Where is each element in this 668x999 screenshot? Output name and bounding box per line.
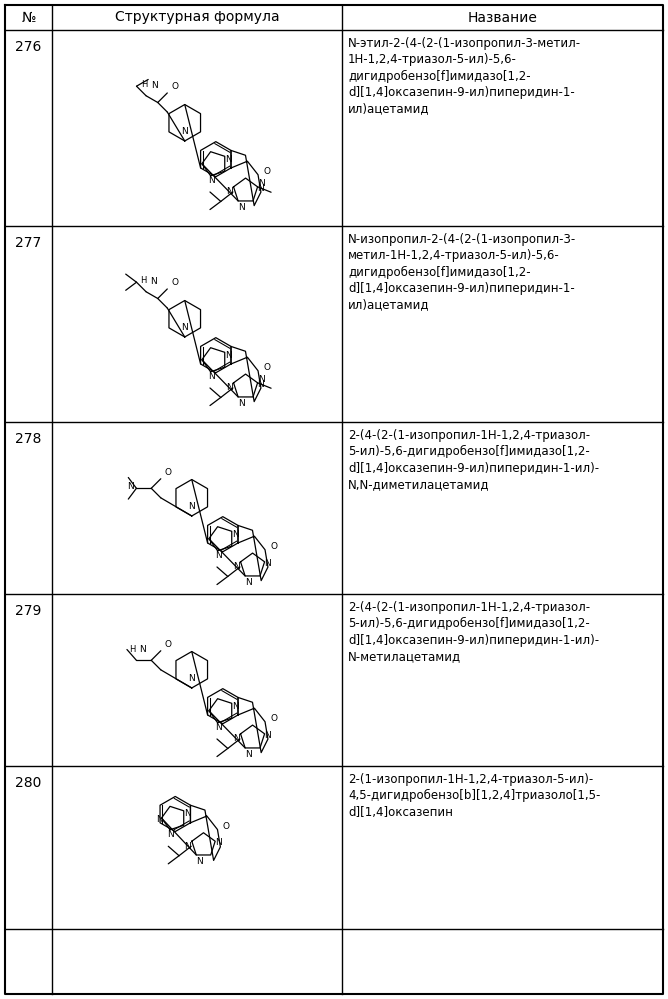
Text: N: N (151, 81, 158, 90)
Text: N: N (208, 372, 214, 381)
Text: Структурная формула: Структурная формула (115, 11, 279, 25)
Text: N: N (232, 529, 239, 538)
Text: N: N (188, 674, 195, 683)
Text: N: N (196, 857, 203, 866)
Text: N: N (127, 482, 134, 491)
Text: 276: 276 (15, 40, 41, 54)
Text: N-этил-2-(4-(2-(1-изопропил-3-метил-
1H-1,2,4-триазол-5-ил)-5,6-
дигидробензо[f]: N-этил-2-(4-(2-(1-изопропил-3-метил- 1H-… (348, 37, 581, 115)
Text: O: O (270, 542, 277, 551)
Text: H: H (141, 80, 147, 89)
Text: N: N (259, 179, 265, 188)
Text: N: N (182, 323, 188, 332)
Text: N: N (156, 815, 163, 824)
Text: O: O (171, 278, 178, 287)
Text: N: N (232, 702, 239, 711)
Text: N: N (184, 842, 191, 851)
Text: N: N (245, 578, 252, 587)
Text: 277: 277 (15, 236, 41, 250)
Text: N: N (233, 562, 240, 571)
Text: N: N (150, 277, 157, 286)
Text: N: N (265, 730, 271, 739)
Text: N: N (238, 400, 245, 409)
Text: N: N (215, 722, 222, 731)
Text: N: N (258, 380, 265, 389)
Text: N: N (259, 375, 265, 384)
Text: N: N (182, 127, 188, 136)
Text: N: N (188, 501, 195, 510)
Text: N: N (208, 176, 214, 185)
Text: N: N (245, 750, 252, 759)
Text: O: O (263, 167, 270, 176)
Text: 2-(1-изопропил-1H-1,2,4-триазол-5-ил)-
4,5-дигидробензо[b][1,2,4]триазоло[1,5-
d: 2-(1-изопропил-1H-1,2,4-триазол-5-ил)- 4… (348, 773, 601, 818)
Text: N: N (233, 734, 240, 743)
Text: 278: 278 (15, 432, 41, 446)
Text: H: H (129, 645, 136, 654)
Text: N: N (184, 809, 191, 818)
Text: Название: Название (468, 11, 538, 25)
Text: O: O (165, 468, 172, 477)
Text: N: N (238, 204, 245, 213)
Text: O: O (171, 82, 178, 91)
Text: 280: 280 (15, 776, 41, 790)
Text: N: N (215, 550, 222, 559)
Text: H: H (140, 276, 146, 285)
Text: N: N (258, 184, 265, 193)
Text: O: O (270, 714, 277, 723)
Text: N: N (140, 645, 146, 654)
Text: O: O (263, 364, 270, 373)
Text: №: № (21, 11, 35, 25)
Text: N: N (168, 830, 174, 839)
Text: O: O (165, 639, 172, 648)
Text: 2-(4-(2-(1-изопропил-1H-1,2,4-триазол-
5-ил)-5,6-дигидробензо[f]имидазо[1,2-
d][: 2-(4-(2-(1-изопропил-1H-1,2,4-триазол- 5… (348, 429, 599, 491)
Text: 2-(4-(2-(1-изопропил-1H-1,2,4-триазол-
5-ил)-5,6-дигидробензо[f]имидазо[1,2-
d][: 2-(4-(2-(1-изопропил-1H-1,2,4-триазол- 5… (348, 601, 599, 662)
Text: N: N (215, 838, 222, 847)
Text: O: O (222, 822, 230, 831)
Text: N: N (225, 155, 232, 164)
Text: N: N (226, 384, 233, 393)
Text: 279: 279 (15, 604, 41, 618)
Text: N: N (225, 351, 232, 360)
Text: N: N (265, 558, 271, 567)
Text: N-изопропил-2-(4-(2-(1-изопропил-3-
метил-1H-1,2,4-триазол-5-ил)-5,6-
дигидробен: N-изопропил-2-(4-(2-(1-изопропил-3- мети… (348, 233, 576, 311)
Text: N: N (226, 188, 233, 197)
